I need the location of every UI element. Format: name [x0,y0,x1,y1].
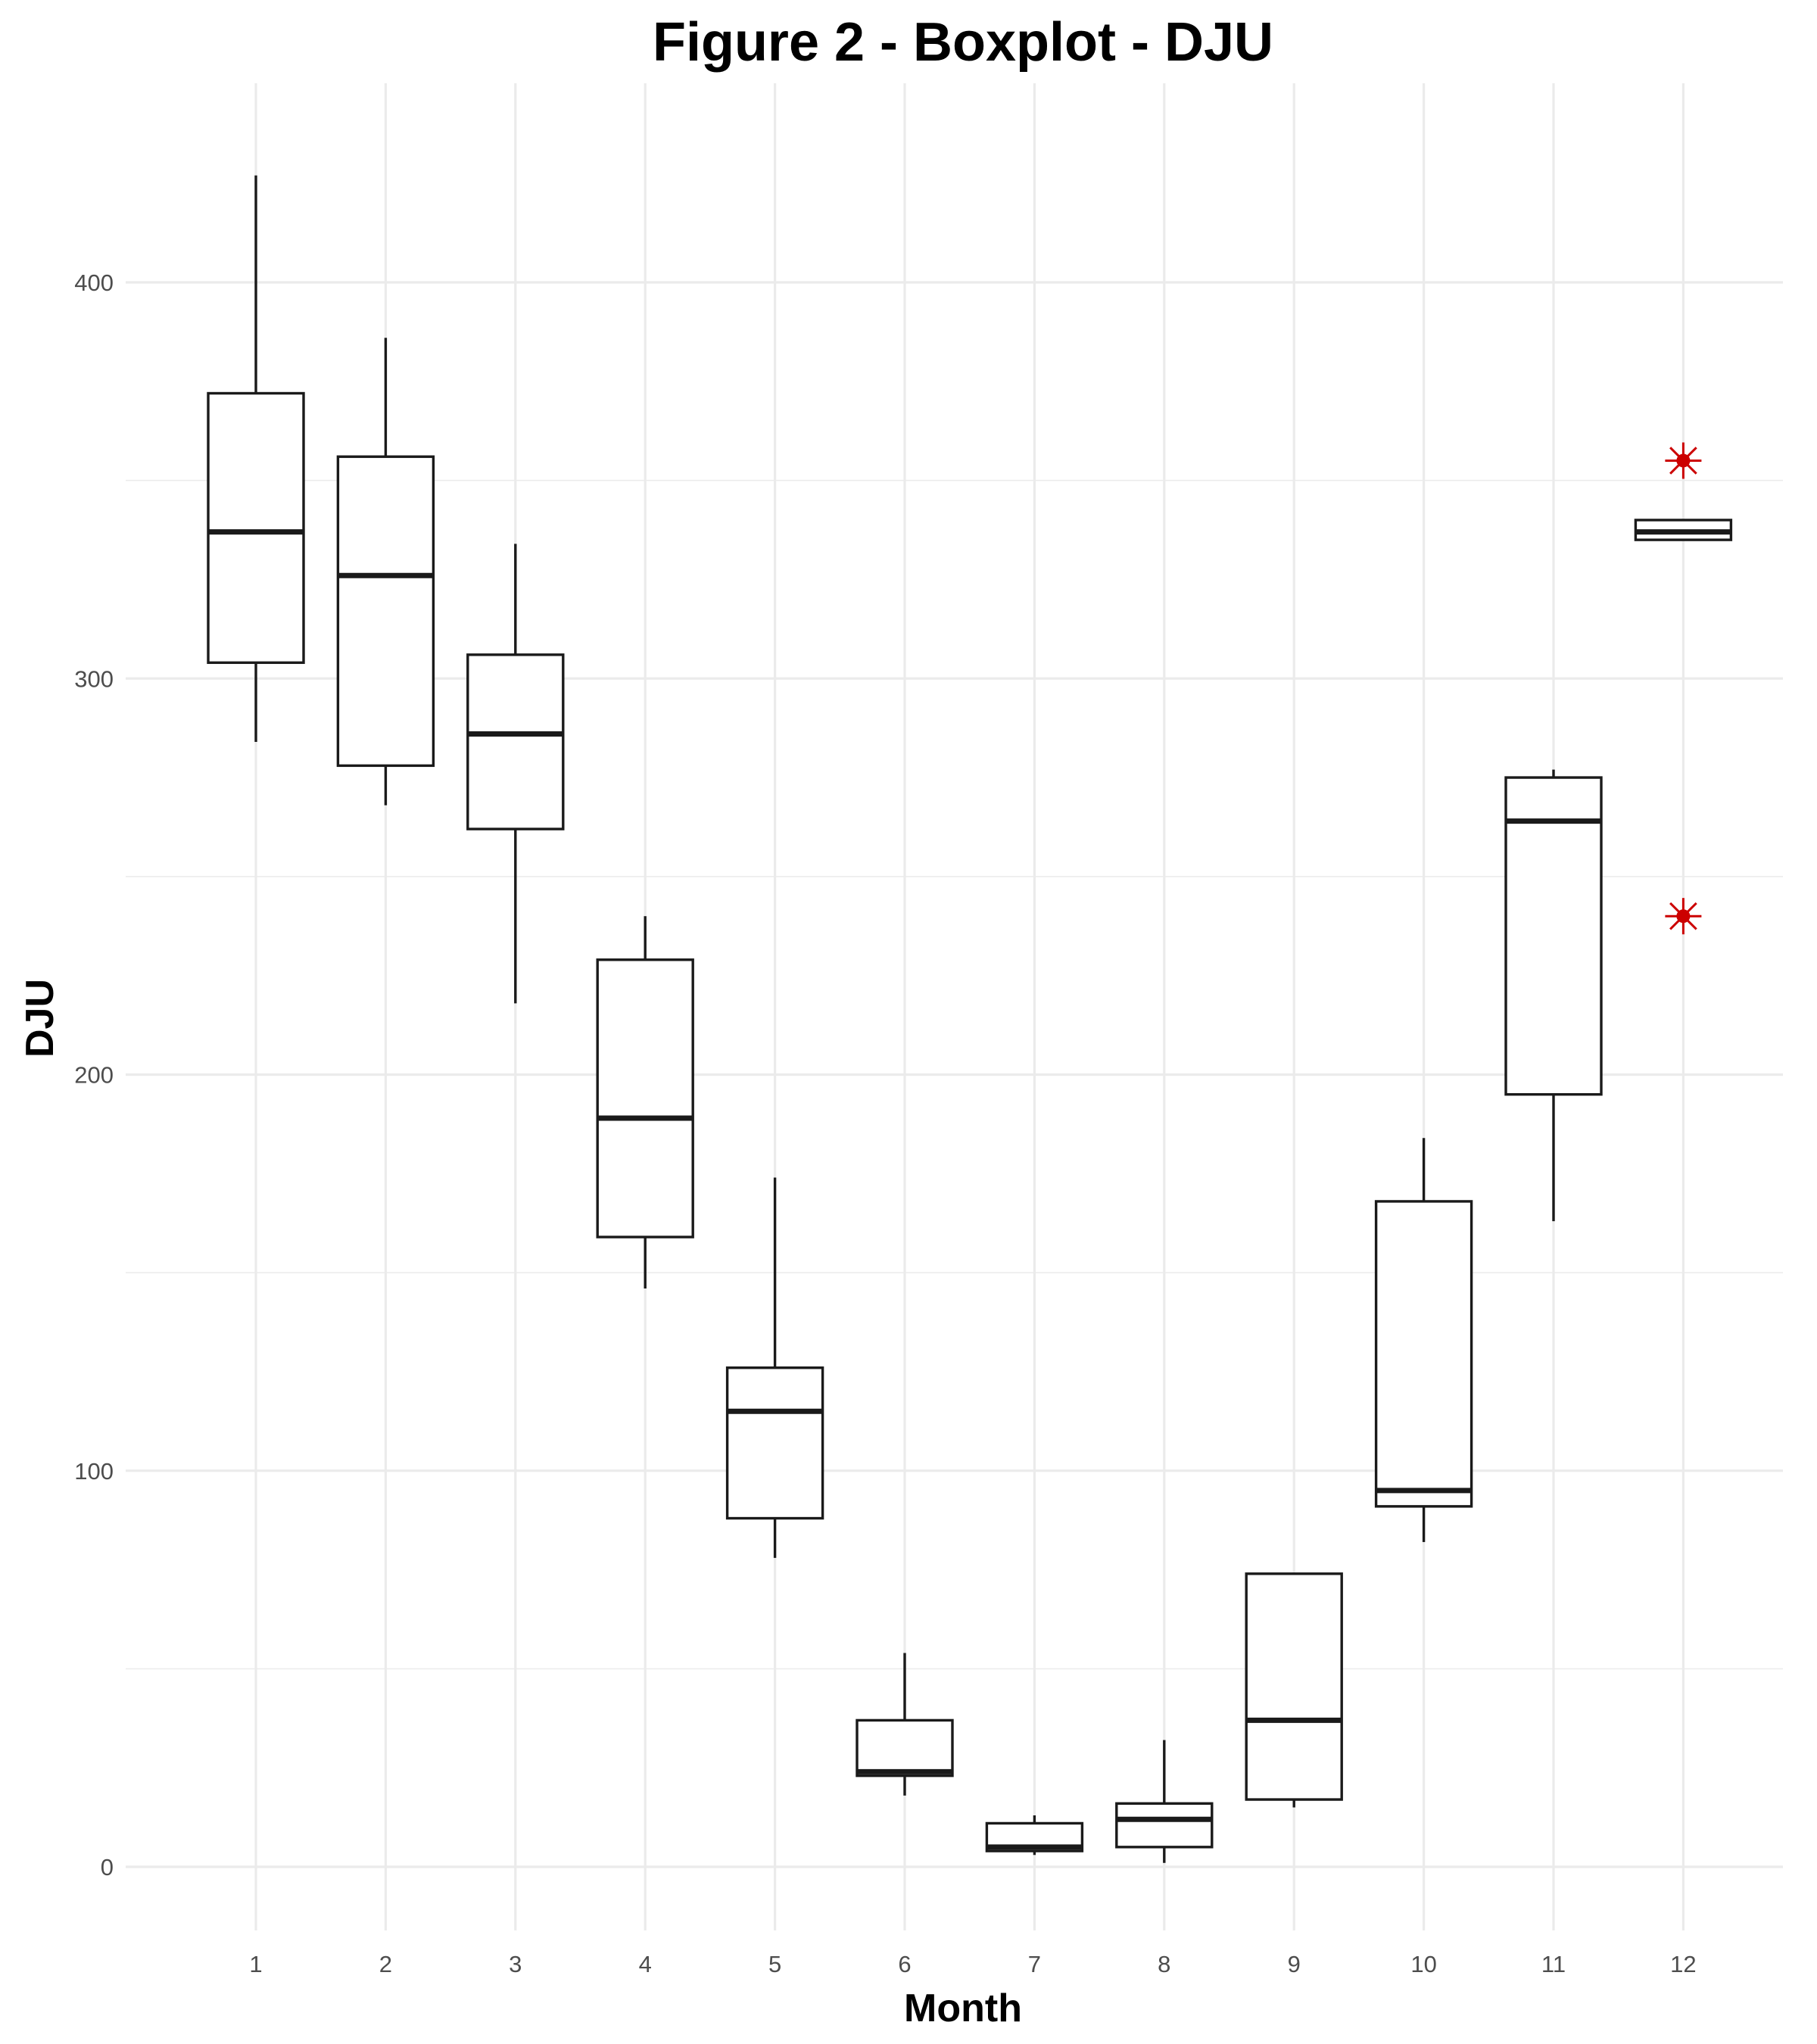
x-tick-label: 10 [1410,1951,1436,1977]
y-tick-label: 300 [74,665,114,692]
x-tick-labels: 1 2 3 4 5 6 7 8 9 10 11 12 [249,1951,1696,1977]
box-rect [1115,1802,1214,1849]
box-rect [596,958,694,1239]
box-group [596,916,694,1289]
y-tick-labels: 0 100 200 300 400 [74,270,114,1880]
x-tick-label: 6 [898,1951,911,1977]
box-rect [336,455,435,768]
x-axis-title: Month [904,1986,1022,2030]
outlier-point [1665,898,1702,935]
outlier-dot [1676,909,1691,924]
box-group [856,1653,954,1796]
box-group [207,175,305,742]
box-group [985,1815,1084,1855]
box-group [1634,519,1733,541]
box-rect [1245,1572,1343,1801]
x-tick-label: 9 [1288,1951,1301,1977]
y-tick-label: 0 [101,1854,114,1880]
x-tick-label: 7 [1028,1951,1041,1977]
x-tick-label: 11 [1541,1951,1566,1977]
x-tick-label: 8 [1158,1951,1170,1977]
outlier-point [1665,442,1702,479]
box-group [1504,769,1603,1222]
box-rect [725,1366,824,1520]
box-group [1374,1138,1473,1542]
y-tick-label: 200 [74,1062,114,1089]
box-rect [466,653,565,830]
box-group [725,1177,824,1558]
x-tick-label: 5 [768,1951,781,1977]
chart-title: Figure 2 - Boxplot - DJU [653,12,1273,73]
box-group [1245,1572,1343,1808]
outliers-layer [1665,442,1702,935]
x-tick-label: 12 [1670,1951,1696,1977]
box-rect [1374,1200,1473,1508]
x-tick-label: 3 [509,1951,522,1977]
x-tick-label: 2 [379,1951,392,1977]
y-tick-label: 400 [74,270,114,296]
box-group [466,544,565,1004]
box-group [1115,1740,1214,1863]
x-tick-label: 1 [249,1951,262,1977]
box-rect [1504,776,1603,1096]
outlier-dot [1676,453,1691,468]
y-axis-title: DJU [18,979,62,1058]
boxes-layer [207,175,1733,1863]
y-tick-label: 100 [74,1458,114,1485]
x-tick-label: 4 [639,1951,652,1977]
box-rect [207,391,305,665]
box-group [336,338,435,805]
box-rect [856,1718,954,1778]
